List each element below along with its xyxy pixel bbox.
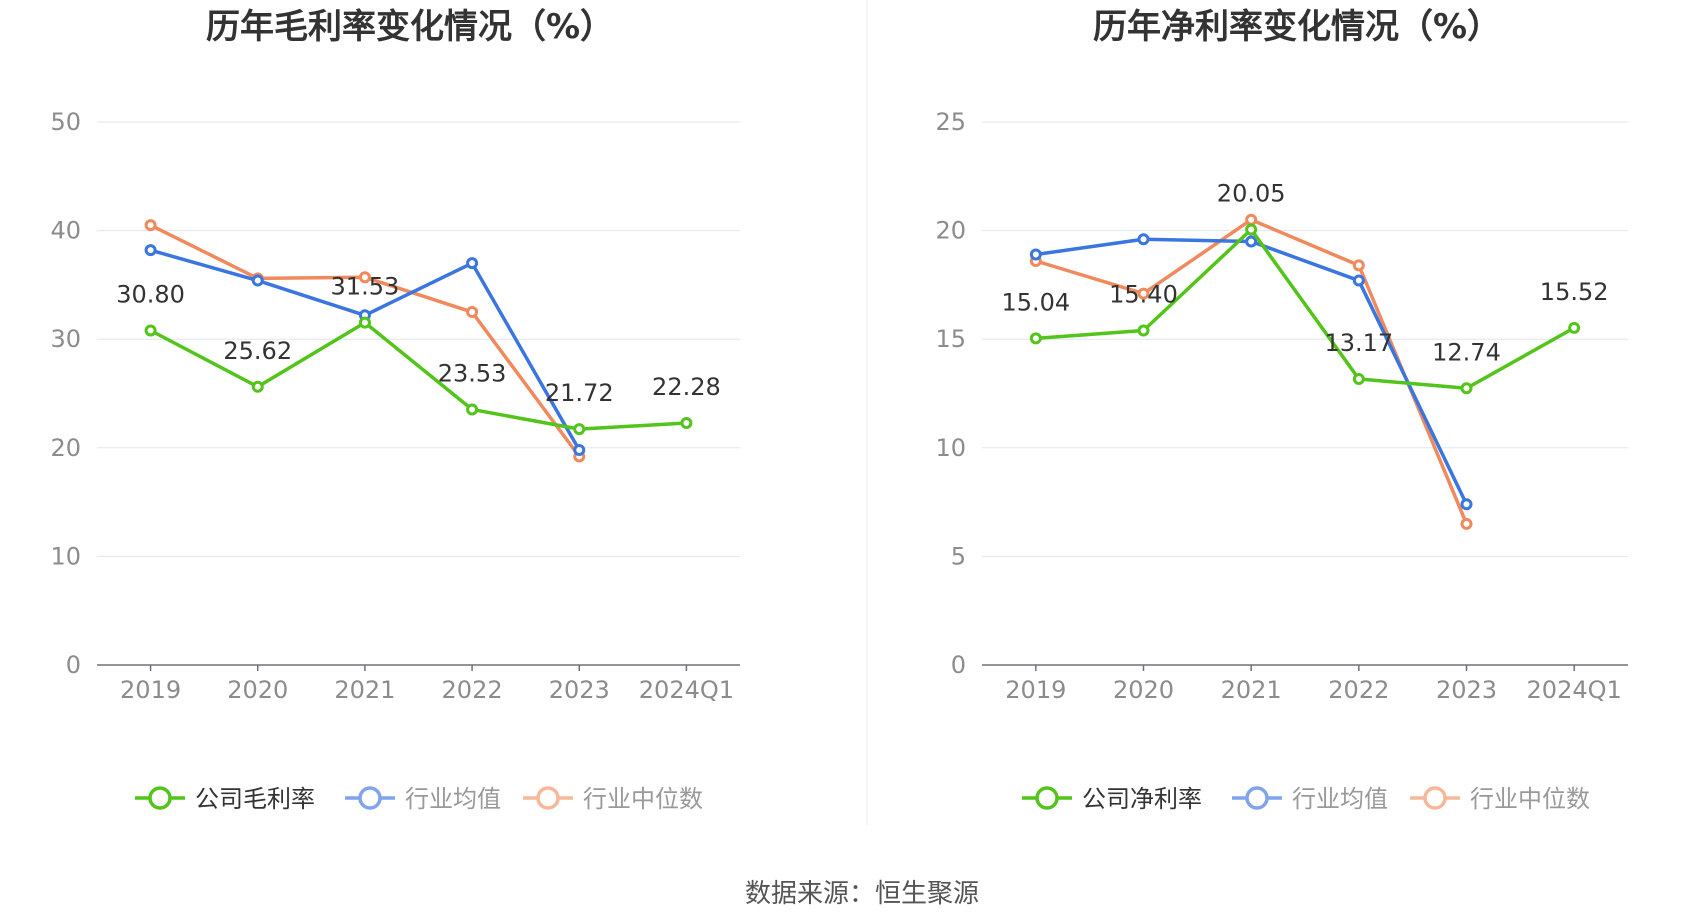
data-label: 22.28 bbox=[652, 373, 721, 401]
data-point[interactable] bbox=[1352, 372, 1365, 385]
data-point[interactable] bbox=[573, 443, 586, 456]
legend-label: 公司净利率 bbox=[1082, 785, 1202, 813]
legend-item[interactable]: 行业中位数 bbox=[1410, 785, 1590, 813]
data-point[interactable] bbox=[1137, 287, 1150, 300]
data-label: 31.53 bbox=[331, 273, 400, 301]
data-point[interactable] bbox=[251, 380, 264, 393]
series-line bbox=[1035, 227, 1576, 391]
chart-title: 历年毛利率变化情况（%） bbox=[206, 7, 614, 47]
data-point[interactable] bbox=[1137, 324, 1150, 337]
legend-marker-icon bbox=[1423, 786, 1447, 810]
data-point[interactable] bbox=[251, 274, 264, 287]
y-tick-label: 0 bbox=[951, 651, 966, 679]
data-label: 20.05 bbox=[1217, 180, 1286, 208]
data-source-note: 数据来源：恒生聚源 bbox=[745, 879, 979, 909]
data-point[interactable] bbox=[1352, 259, 1365, 272]
data-label: 30.80 bbox=[116, 281, 185, 309]
legend-label: 行业均值 bbox=[405, 785, 501, 813]
data-point[interactable] bbox=[680, 417, 693, 430]
series-line bbox=[149, 320, 687, 431]
data-label: 13.17 bbox=[1324, 329, 1393, 357]
legend-label: 公司毛利率 bbox=[195, 785, 315, 813]
data-point[interactable] bbox=[466, 306, 479, 319]
data-point[interactable] bbox=[358, 271, 371, 284]
legend-item[interactable]: 行业中位数 bbox=[523, 785, 703, 813]
legend-item[interactable]: 行业均值 bbox=[345, 785, 501, 813]
data-label: 15.04 bbox=[1001, 288, 1070, 316]
data-point[interactable] bbox=[1245, 213, 1258, 226]
y-tick-label: 30 bbox=[50, 325, 81, 353]
data-label: 23.53 bbox=[438, 359, 507, 387]
y-tick-label: 40 bbox=[50, 217, 81, 245]
x-tick-label: 2023 bbox=[1436, 676, 1497, 704]
data-point[interactable] bbox=[466, 257, 479, 270]
data-point[interactable] bbox=[573, 423, 586, 436]
y-tick-label: 10 bbox=[50, 542, 81, 570]
data-label: 15.52 bbox=[1540, 278, 1609, 306]
data-label: 12.74 bbox=[1432, 338, 1501, 366]
data-point[interactable] bbox=[1568, 321, 1581, 334]
x-tick-label: 2021 bbox=[334, 676, 395, 704]
x-tick-label: 2020 bbox=[1113, 676, 1174, 704]
legend-item[interactable]: 行业均值 bbox=[1232, 785, 1388, 813]
data-point[interactable] bbox=[1352, 274, 1365, 287]
chart-title: 历年净利率变化情况（%） bbox=[1093, 7, 1501, 47]
data-label: 21.72 bbox=[545, 379, 614, 407]
legend-marker-icon bbox=[358, 786, 382, 810]
data-point[interactable] bbox=[1137, 233, 1150, 246]
data-label: 15.40 bbox=[1109, 281, 1178, 309]
data-point[interactable] bbox=[144, 244, 157, 257]
x-tick-label: 2024Q1 bbox=[639, 676, 734, 704]
legend-item[interactable]: 公司毛利率 bbox=[135, 785, 315, 813]
x-tick-label: 2022 bbox=[1328, 676, 1389, 704]
legend-label: 行业均值 bbox=[1292, 785, 1388, 813]
data-point[interactable] bbox=[1460, 517, 1473, 530]
x-tick-label: 2021 bbox=[1221, 676, 1282, 704]
gross-margin-chart: 历年毛利率变化情况（%） 0 10 20 30 40 50 2019 2020 2021 2022 2… bbox=[50, 7, 740, 813]
data-point[interactable] bbox=[1460, 498, 1473, 511]
legend-marker-icon bbox=[536, 786, 560, 810]
y-tick-label: 10 bbox=[935, 434, 966, 462]
y-tick-label: 25 bbox=[935, 108, 966, 136]
x-tick-label: 2023 bbox=[549, 676, 610, 704]
y-tick-label: 20 bbox=[935, 217, 966, 245]
data-point[interactable] bbox=[1245, 235, 1258, 248]
data-point[interactable] bbox=[1245, 223, 1258, 236]
x-tick-label: 2022 bbox=[442, 676, 503, 704]
legend-label: 行业中位数 bbox=[583, 785, 703, 813]
x-tick-label: 2020 bbox=[227, 676, 288, 704]
net-margin-chart: 历年净利率变化情况（%） 0 5 10 15 20 25 2019 2020 2021 2022 20… bbox=[935, 7, 1628, 813]
legend-item[interactable]: 公司净利率 bbox=[1022, 785, 1202, 813]
y-tick-label: 50 bbox=[50, 108, 81, 136]
data-point[interactable] bbox=[358, 316, 371, 329]
y-tick-label: 5 bbox=[951, 542, 966, 570]
legend-label: 行业中位数 bbox=[1470, 785, 1590, 813]
data-point[interactable] bbox=[466, 403, 479, 416]
data-point[interactable] bbox=[1029, 248, 1042, 261]
x-tick-label: 2024Q1 bbox=[1527, 676, 1622, 704]
legend-marker-icon bbox=[1035, 786, 1059, 810]
data-point[interactable] bbox=[144, 219, 157, 232]
data-label: 25.62 bbox=[223, 337, 292, 365]
legend-marker-icon bbox=[148, 786, 172, 810]
x-tick-label: 2019 bbox=[1005, 676, 1066, 704]
data-point[interactable] bbox=[1460, 382, 1473, 395]
y-tick-label: 15 bbox=[935, 325, 966, 353]
y-tick-label: 0 bbox=[66, 651, 81, 679]
data-point[interactable] bbox=[1029, 332, 1042, 345]
x-tick-label: 2019 bbox=[120, 676, 181, 704]
y-tick-label: 20 bbox=[50, 434, 81, 462]
data-point[interactable] bbox=[144, 324, 157, 337]
legend-marker-icon bbox=[1245, 786, 1269, 810]
